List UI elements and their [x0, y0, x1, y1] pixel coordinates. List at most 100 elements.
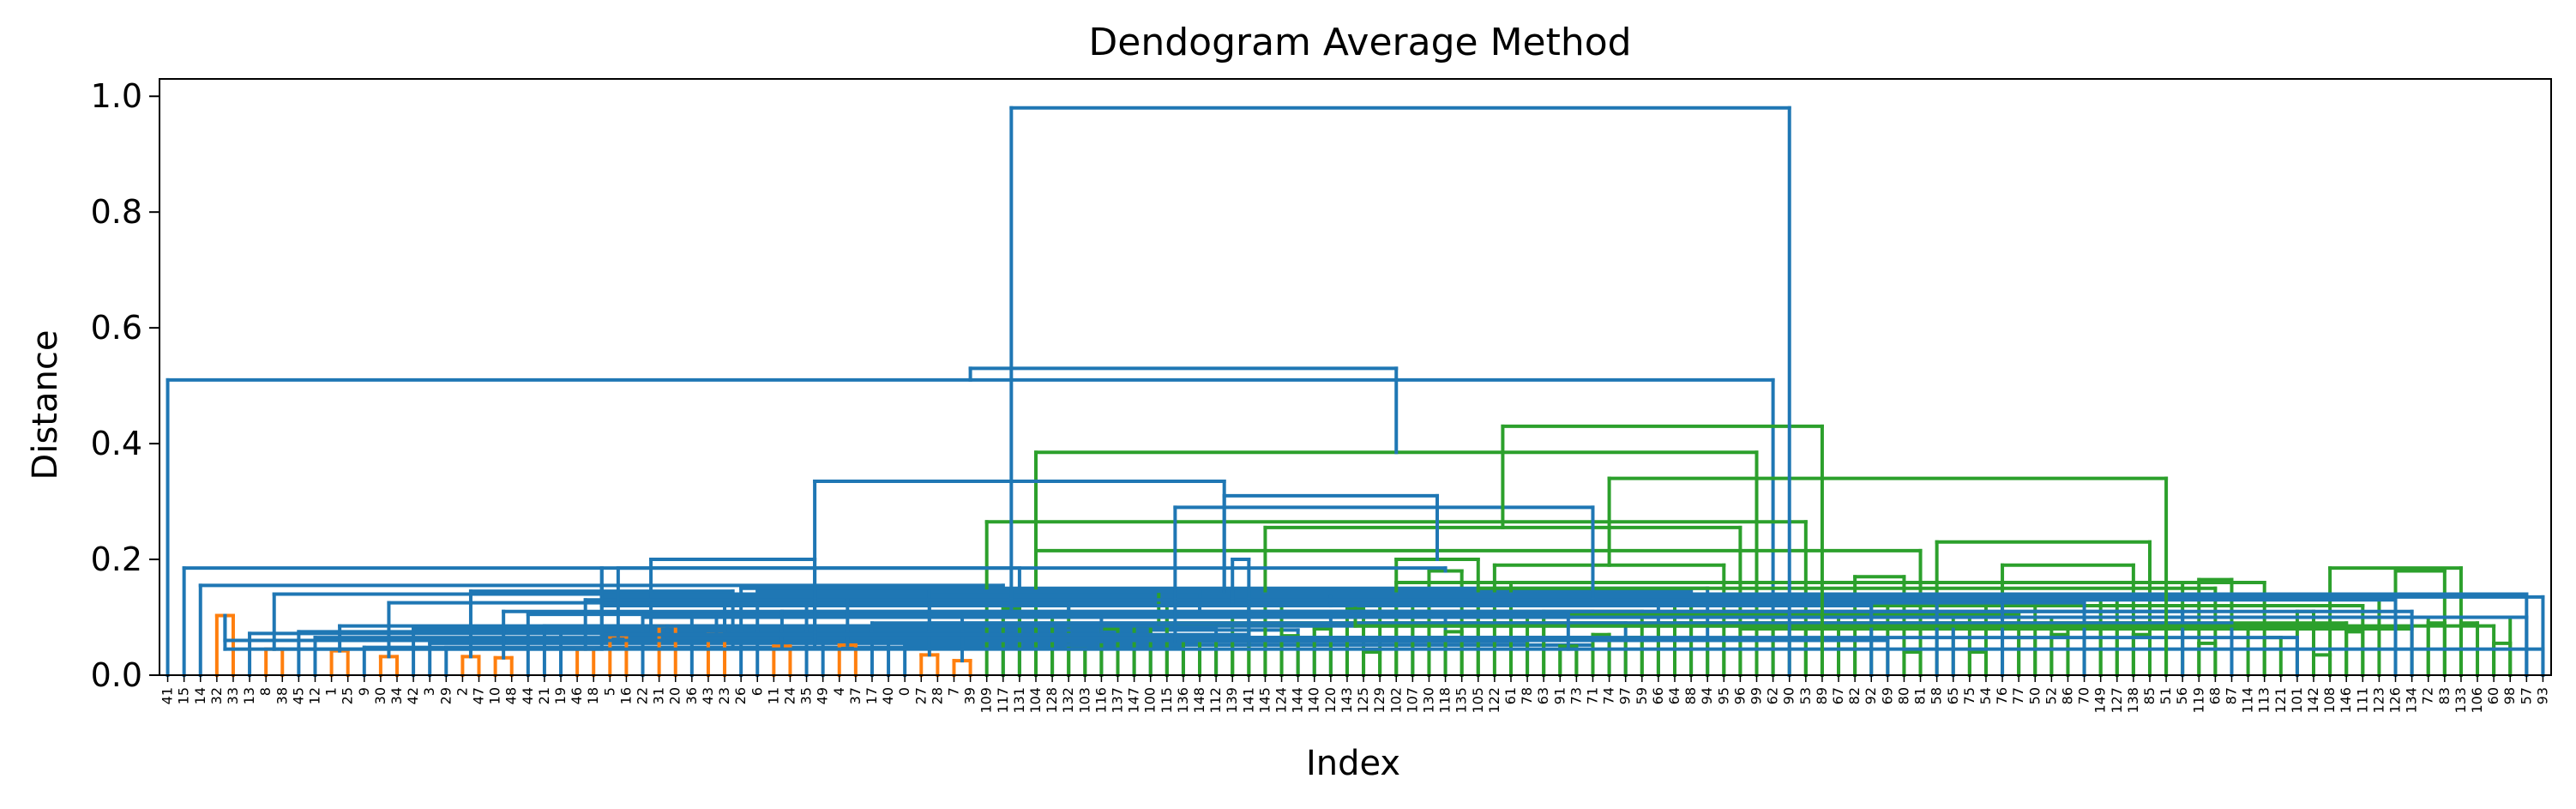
- leaf-label: 78: [1519, 687, 1535, 704]
- leaf-label: 60: [2485, 687, 2501, 704]
- plot-frame: [159, 78, 2552, 676]
- leaf-label: 40: [880, 687, 896, 704]
- leaf-label: 125: [1355, 687, 1371, 714]
- leaf-label: 39: [962, 687, 978, 704]
- leaf-label: 101: [2289, 687, 2305, 714]
- leaf-label: 37: [847, 687, 864, 704]
- leaf-label: 21: [536, 687, 552, 704]
- leaf-label: 145: [1256, 687, 1273, 714]
- leaf-label: 33: [225, 687, 241, 704]
- leaf-label: 85: [2141, 687, 2158, 704]
- leaf-label: 139: [1224, 687, 1240, 714]
- leaf-label: 100: [1142, 687, 1159, 714]
- leaf-label: 112: [1207, 687, 1224, 714]
- leaf-label: 136: [1175, 687, 1191, 714]
- leaf-label: 69: [1879, 687, 1895, 704]
- leaf-label: 49: [815, 687, 831, 704]
- leaf-label: 6: [749, 687, 765, 696]
- leaf-label: 94: [1699, 687, 1715, 704]
- y-tick-label: 0.2: [91, 540, 142, 578]
- leaf-label: 126: [2387, 687, 2404, 714]
- dendrogram-links: [166, 106, 2545, 677]
- leaf-label: 141: [1240, 687, 1256, 714]
- leaf-label: 147: [1126, 687, 1142, 714]
- leaf-label: 76: [1994, 687, 2010, 704]
- leaf-label: 61: [1502, 687, 1519, 704]
- leaf-label: 42: [405, 687, 421, 704]
- leaf-label: 51: [2158, 687, 2174, 704]
- leaf-label: 0: [896, 687, 912, 696]
- x-axis-label: Index: [1306, 744, 1400, 783]
- leaf-label: 122: [1486, 687, 1502, 714]
- leaf-label: 45: [290, 687, 306, 704]
- leaf-label: 120: [1322, 687, 1339, 714]
- leaf-label: 92: [1863, 687, 1879, 704]
- leaf-label: 114: [2240, 687, 2256, 714]
- leaf-label: 41: [159, 687, 176, 704]
- leaf-label: 96: [1731, 687, 1748, 704]
- leaf-label: 19: [552, 687, 569, 704]
- leaf-label: 15: [176, 687, 192, 704]
- leaf-label: 7: [945, 687, 961, 696]
- leaf-label: 50: [2026, 687, 2043, 704]
- leaf-label: 62: [1765, 687, 1781, 704]
- leaf-label: 72: [2420, 687, 2436, 704]
- leaf-label: 75: [1961, 687, 1977, 704]
- leaf-label: 63: [1535, 687, 1551, 704]
- leaf-label: 70: [2076, 687, 2092, 704]
- leaf-label: 68: [2206, 687, 2223, 704]
- leaf-label: 149: [2092, 687, 2109, 714]
- leaf-label: 119: [2190, 687, 2206, 714]
- leaf-label: 22: [635, 687, 651, 704]
- leaf-label: 137: [1110, 687, 1126, 714]
- leaf-label: 66: [1650, 687, 1666, 704]
- leaf-label: 30: [372, 687, 388, 704]
- leaf-label: 64: [1666, 687, 1682, 704]
- leaf-label: 17: [864, 687, 880, 704]
- leaf-label: 106: [2469, 687, 2485, 714]
- leaf-label: 48: [503, 687, 520, 704]
- leaf-label: 20: [667, 687, 683, 704]
- leaf-label: 111: [2354, 687, 2370, 714]
- leaf-label: 132: [1060, 687, 1076, 714]
- leaf-label: 36: [683, 687, 700, 704]
- leaf-label: 82: [1846, 687, 1863, 704]
- leaf-label: 32: [208, 687, 225, 704]
- leaf-label: 129: [1371, 687, 1387, 714]
- leaf-label: 118: [1437, 687, 1454, 714]
- leaf-label: 54: [1977, 687, 1994, 704]
- leaf-label: 59: [1634, 687, 1650, 704]
- leaf-label: 52: [2043, 687, 2059, 704]
- y-tick-label: 0.4: [91, 425, 142, 462]
- leaf-label: 81: [1912, 687, 1929, 704]
- leaf-label: 88: [1682, 687, 1699, 704]
- leaf-label: 103: [1076, 687, 1092, 714]
- leaf-label: 148: [1191, 687, 1207, 714]
- leaf-label: 104: [1027, 687, 1044, 714]
- y-tick-label: 1.0: [91, 77, 142, 115]
- leaf-label: 115: [1159, 687, 1175, 714]
- y-tick-label: 0.0: [91, 656, 142, 694]
- leaf-label: 77: [2010, 687, 2026, 704]
- leaf-label: 11: [765, 687, 781, 704]
- leaf-label: 135: [1454, 687, 1470, 714]
- leaf-label: 57: [2518, 687, 2534, 704]
- leaf-label: 131: [1011, 687, 1027, 714]
- leaf-label: 113: [2256, 687, 2272, 714]
- leaf-label: 74: [1601, 687, 1617, 704]
- leaf-label: 73: [1568, 687, 1584, 704]
- leaf-label: 24: [781, 687, 797, 704]
- leaf-label: 12: [306, 687, 322, 704]
- leaf-label: 107: [1404, 687, 1420, 714]
- leaf-label: 87: [2223, 687, 2239, 704]
- leaf-label: 134: [2404, 687, 2420, 714]
- leaf-label: 146: [2338, 687, 2354, 714]
- leaf-label: 90: [1781, 687, 1797, 704]
- leaf-label: 99: [1748, 687, 1765, 704]
- leaf-label: 3: [421, 687, 437, 696]
- leaf-label: 14: [192, 687, 208, 704]
- leaf-label: 13: [241, 687, 257, 704]
- leaf-label: 47: [471, 687, 487, 704]
- leaf-label: 117: [995, 687, 1011, 714]
